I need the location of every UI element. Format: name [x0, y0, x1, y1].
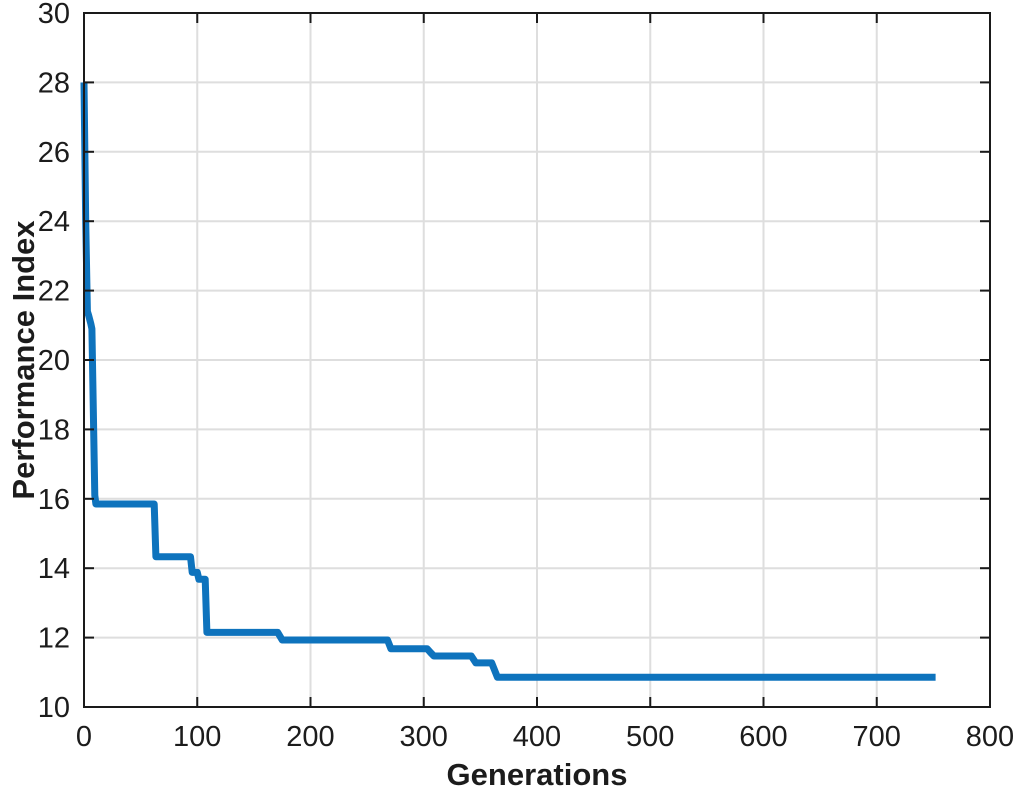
x-tick-label: 800 — [966, 721, 1014, 753]
y-tick-label: 18 — [38, 414, 70, 446]
y-tick-label: 20 — [38, 345, 70, 377]
series-line — [80, 82, 936, 681]
x-tick-label: 700 — [853, 721, 901, 753]
y-tick-label: 24 — [38, 206, 70, 238]
y-tick-label: 28 — [38, 67, 70, 99]
y-tick-label: 16 — [38, 484, 70, 516]
x-tick-label: 300 — [400, 721, 448, 753]
y-tick-label: 22 — [38, 276, 70, 308]
x-tick-label: 600 — [739, 721, 787, 753]
x-tick-label: 0 — [76, 721, 92, 753]
x-tick-label: 200 — [286, 721, 334, 753]
x-tick-label: 100 — [173, 721, 221, 753]
y-tick-label: 12 — [38, 623, 70, 655]
x-tick-label: 500 — [626, 721, 674, 753]
y-tick-label: 14 — [38, 553, 70, 585]
x-tick-label: 400 — [513, 721, 561, 753]
y-tick-label: 30 — [38, 0, 70, 30]
y-tick-label: 26 — [38, 137, 70, 169]
y-tick-label: 10 — [38, 692, 70, 724]
